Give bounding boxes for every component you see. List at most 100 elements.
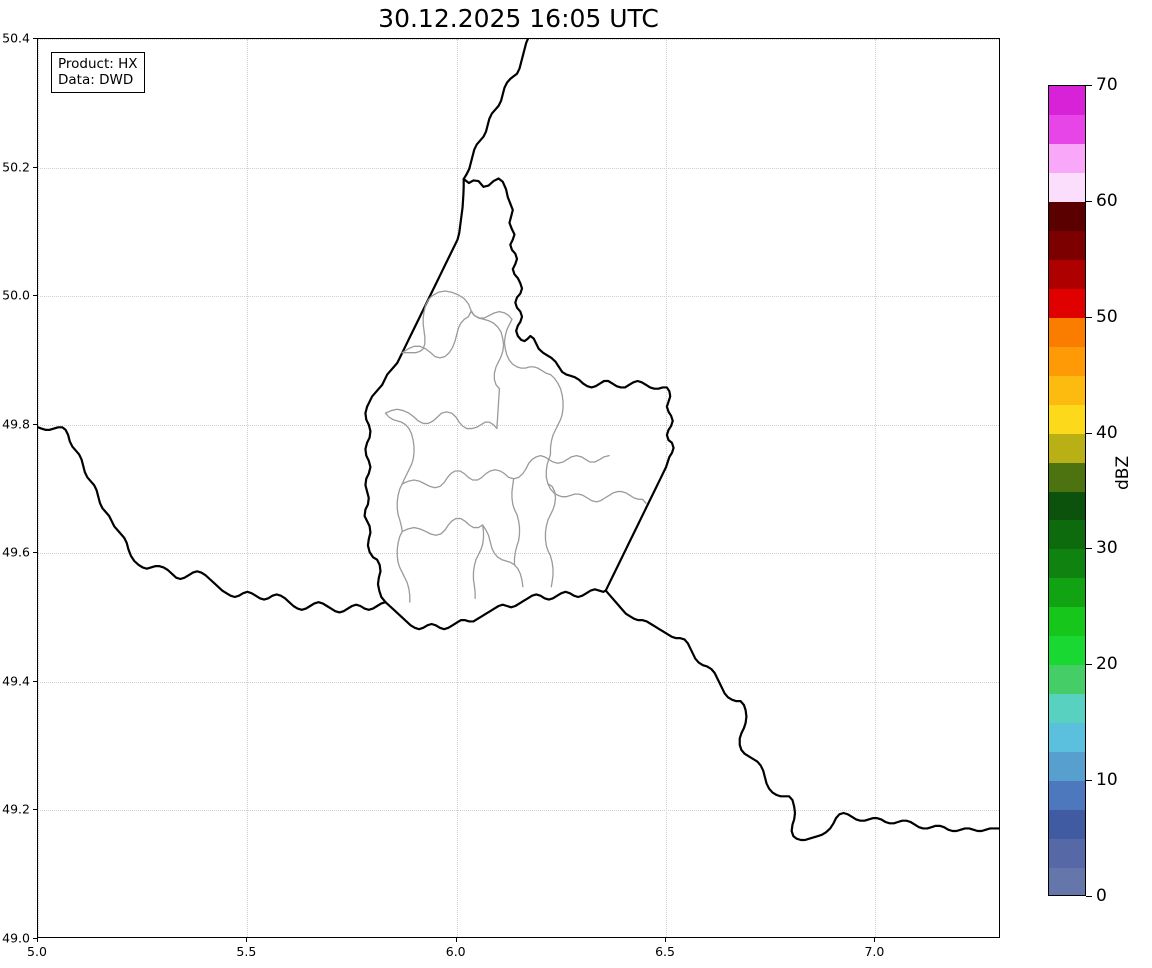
- neighbour-border-path: [462, 39, 529, 181]
- y-tick-label: 49.0: [2, 930, 30, 946]
- colorbar-tick-label: 60: [1096, 190, 1118, 211]
- canton-border-path: [482, 524, 524, 588]
- colorbar[interactable]: [1048, 85, 1086, 896]
- neighbour-border-path: [604, 589, 999, 842]
- colorbar-band: [1049, 549, 1085, 579]
- colorbar-tick-label: 0: [1096, 886, 1107, 906]
- radar-map-plot[interactable]: Product: HX Data: DWD: [37, 38, 1000, 938]
- canton-border-path: [470, 310, 505, 390]
- canton-border-path: [401, 517, 484, 536]
- y-tick-mark: [33, 680, 37, 682]
- y-tick-label: 49.2: [2, 801, 30, 817]
- colorbar-tick-label: 20: [1096, 654, 1118, 675]
- colorbar-band: [1049, 781, 1085, 811]
- colorbar-band: [1049, 636, 1085, 666]
- gridline-vertical: [875, 39, 877, 937]
- colorbar-tick-mark: [1086, 200, 1092, 202]
- canton-border-path: [401, 295, 433, 354]
- y-tick-mark: [33, 295, 37, 297]
- gridline-vertical: [666, 39, 668, 937]
- x-tick-mark: [246, 938, 248, 942]
- y-tick-mark: [33, 809, 37, 811]
- colorbar-tick-label: 50: [1096, 306, 1118, 327]
- colorbar-band: [1049, 317, 1085, 348]
- colorbar-tick-mark: [1086, 316, 1092, 318]
- gridline-horizontal: [38, 39, 999, 40]
- canton-border-path: [384, 388, 501, 430]
- x-tick-label: 5.5: [236, 944, 257, 959]
- info-product-line: Product: HX: [58, 56, 138, 72]
- canton-border-path: [472, 524, 485, 599]
- colorbar-band: [1049, 375, 1085, 406]
- gridline-vertical: [456, 39, 458, 937]
- canton-border-path: [430, 290, 513, 320]
- colorbar-band: [1049, 114, 1085, 145]
- colorbar-axis-label: dBZ: [1113, 455, 1133, 490]
- y-tick-mark: [33, 938, 37, 939]
- canton-border-path: [503, 318, 552, 376]
- x-tick-label: 6.0: [445, 944, 466, 959]
- y-tick-label: 49.4: [2, 673, 30, 689]
- colorbar-band: [1049, 723, 1085, 753]
- canton-border-path: [401, 469, 515, 489]
- colorbar-tick-mark: [1086, 548, 1092, 550]
- colorbar-band: [1049, 172, 1085, 203]
- x-tick-mark: [874, 938, 876, 942]
- canton-border-path: [396, 530, 411, 603]
- info-data-line: Data: DWD: [58, 72, 134, 88]
- colorbar-band: [1049, 230, 1085, 261]
- colorbar-band: [1049, 86, 1085, 116]
- y-tick-mark: [33, 423, 37, 425]
- canton-border-path: [544, 483, 557, 588]
- colorbar-band: [1049, 839, 1085, 869]
- colorbar-tick-mark: [1086, 85, 1092, 86]
- map-outline-layer: [38, 39, 999, 842]
- y-tick-label: 50.0: [2, 287, 30, 303]
- colorbar-band: [1049, 288, 1085, 319]
- y-tick-label: 50.2: [2, 159, 30, 175]
- country-border-path: [363, 177, 675, 631]
- x-tick-mark: [455, 938, 457, 942]
- y-tick-label: 49.6: [2, 544, 30, 560]
- x-tick-mark: [37, 938, 38, 942]
- colorbar-band: [1049, 404, 1085, 435]
- colorbar-tick-mark: [1086, 664, 1092, 666]
- gridline-horizontal: [38, 424, 999, 426]
- neighbour-border-path: [38, 426, 387, 614]
- y-tick-label: 50.4: [2, 30, 30, 46]
- x-tick-label: 7.0: [864, 944, 885, 959]
- colorbar-band: [1049, 810, 1085, 840]
- gridline-vertical: [247, 39, 249, 937]
- y-tick-mark: [33, 38, 37, 39]
- y-tick-label: 49.8: [2, 416, 30, 432]
- colorbar-tick-mark: [1086, 896, 1092, 897]
- canton-border-path: [511, 478, 521, 566]
- canton-border-path: [548, 373, 564, 461]
- colorbar-band: [1049, 143, 1085, 174]
- colorbar-band: [1049, 520, 1085, 551]
- canton-border-path: [512, 454, 610, 480]
- colorbar-band: [1049, 752, 1085, 782]
- canton-border-path: [545, 458, 647, 504]
- gridline-horizontal: [38, 553, 999, 555]
- colorbar-tick-label: 40: [1096, 422, 1118, 443]
- colorbar-band: [1049, 433, 1085, 464]
- colorbar-band: [1049, 868, 1085, 895]
- colorbar-band: [1049, 578, 1085, 608]
- info-box: Product: HX Data: DWD: [51, 52, 145, 93]
- gridline-horizontal: [38, 681, 999, 683]
- gridline-vertical: [38, 39, 39, 937]
- page-title: 30.12.2025 16:05 UTC: [378, 4, 659, 33]
- colorbar-band: [1049, 607, 1085, 637]
- canton-border-path: [384, 412, 415, 485]
- y-tick-mark: [33, 552, 37, 554]
- colorbar-tick-label: 30: [1096, 538, 1118, 559]
- colorbar-tick-mark: [1086, 780, 1092, 782]
- colorbar-band: [1049, 462, 1085, 493]
- x-tick-label: 6.5: [655, 944, 675, 959]
- colorbar-band: [1049, 259, 1085, 290]
- colorbar-tick-label: 70: [1096, 75, 1118, 95]
- colorbar-band: [1049, 201, 1085, 232]
- colorbar-band: [1049, 665, 1085, 695]
- colorbar-band: [1049, 694, 1085, 724]
